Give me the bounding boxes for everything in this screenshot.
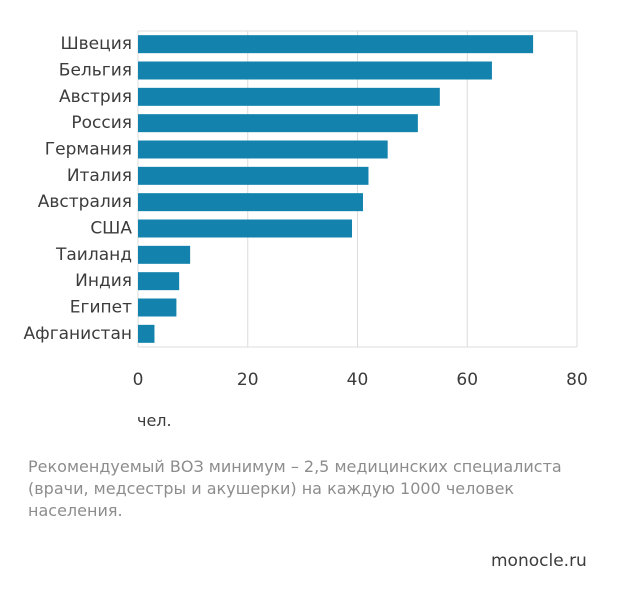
- bar-1: [138, 61, 492, 80]
- bar-0: [138, 35, 534, 54]
- category-label-6: Австралия: [38, 192, 132, 212]
- category-label-1: Бельгия: [59, 61, 132, 81]
- x-tick-label-20: 20: [237, 370, 259, 390]
- bar-9: [138, 272, 180, 291]
- category-label-7: США: [90, 219, 132, 239]
- x-tick-label-0: 0: [133, 370, 144, 390]
- category-label-0: Швеция: [60, 34, 132, 54]
- source-credit: monocle.ru: [491, 551, 587, 571]
- category-label-11: Афганистан: [24, 324, 132, 344]
- category-label-5: Италия: [67, 166, 132, 186]
- x-tick-label-80: 80: [566, 370, 588, 390]
- category-label-10: Египет: [70, 298, 132, 318]
- category-label-9: Индия: [75, 271, 132, 291]
- bar-6: [138, 193, 363, 212]
- bar-2: [138, 87, 440, 106]
- category-label-3: Россия: [71, 113, 132, 133]
- bar-8: [138, 245, 191, 264]
- bar-5: [138, 166, 369, 185]
- category-label-8: Таиланд: [55, 245, 132, 265]
- category-label-2: Австрия: [59, 87, 132, 107]
- bar-3: [138, 114, 418, 133]
- x-tick-label-60: 60: [456, 370, 478, 390]
- footnote: Рекомендуемый ВОЗ минимум – 2,5 медицинс…: [28, 457, 562, 520]
- bar-chart: Швеция Бельгия Австрия Россия Германия Италия…: [24, 30, 588, 390]
- x-tick-label-40: 40: [347, 370, 369, 390]
- bar-11: [138, 324, 155, 343]
- bar-4: [138, 140, 388, 159]
- bar-7: [138, 219, 353, 238]
- bar-10: [138, 298, 177, 317]
- category-label-4: Германия: [45, 140, 132, 160]
- x-axis-label: чел.: [137, 411, 172, 430]
